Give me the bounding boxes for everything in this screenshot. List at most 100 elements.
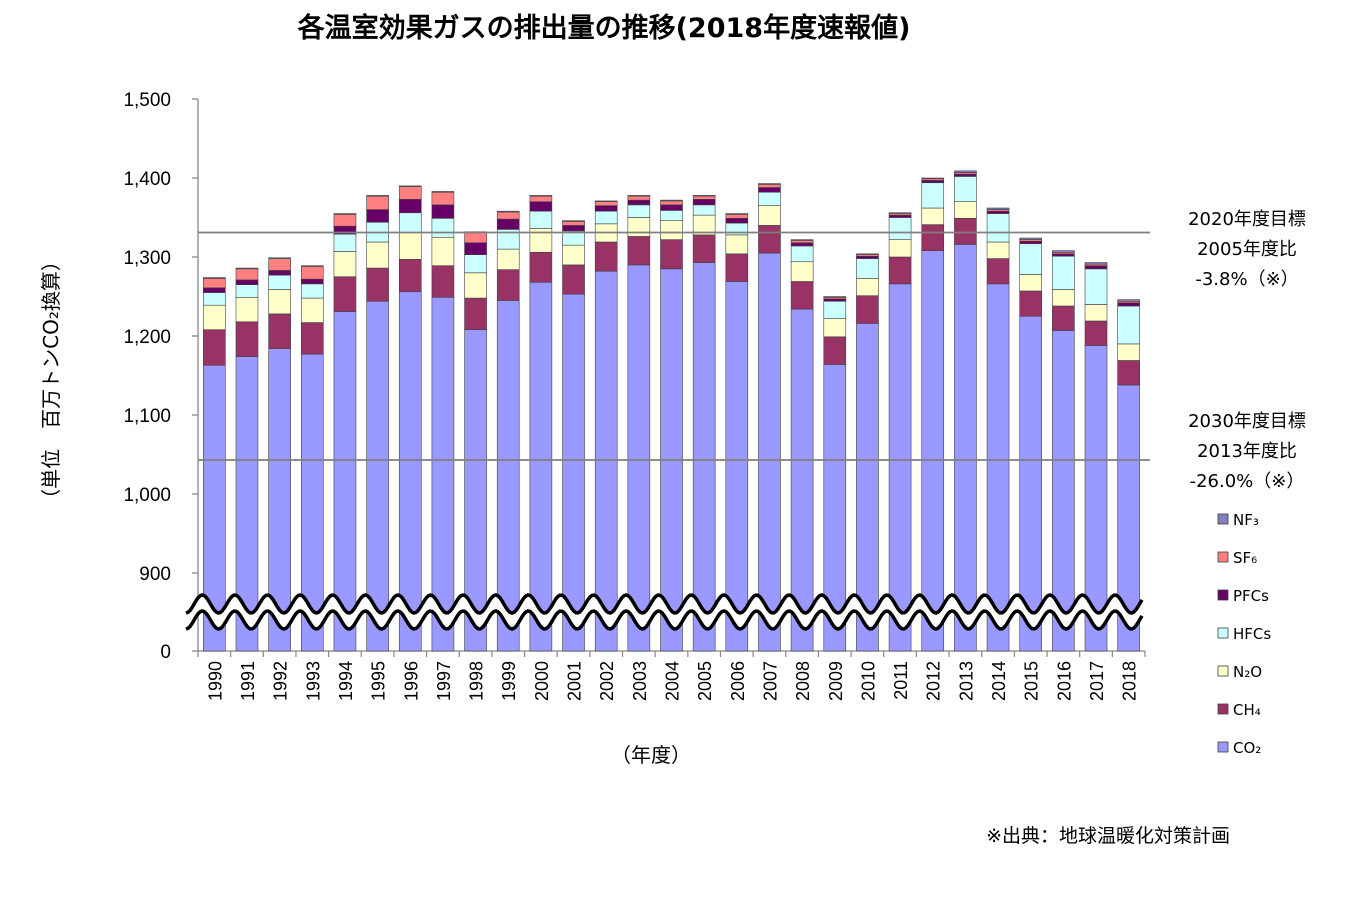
bar-segment-1999-4 — [496, 218, 520, 230]
bar-segment-1995-5 — [366, 195, 389, 210]
bar-segment-2001-1 — [562, 264, 585, 295]
bar-segment-2017-3 — [1084, 268, 1108, 305]
x-tick-label: 2005 — [695, 661, 715, 701]
bar-segment-2018-4 — [1117, 302, 1140, 307]
bar-segment-2009-2 — [823, 318, 847, 338]
legend-swatch — [1217, 741, 1229, 753]
bar-segment-1995-2 — [366, 241, 389, 269]
y-tick-label: 1,200 — [123, 327, 171, 348]
bar-segment-2012-4 — [921, 180, 945, 184]
legend-swatch — [1217, 627, 1229, 639]
bar-segment-1994-6 — [333, 213, 357, 215]
bar-segment-1995-6 — [366, 195, 389, 197]
bar-stack-2016 — [1052, 250, 1075, 652]
bar-segment-2003-3 — [627, 204, 651, 218]
bar-segment-1995-4 — [366, 209, 389, 223]
x-tick-label: 2004 — [663, 661, 683, 701]
bar-segment-2002-5 — [594, 201, 618, 206]
bar-segment-2015-2 — [1019, 274, 1043, 292]
bar-stack-2004 — [660, 199, 683, 652]
y-tick-label: 1,000 — [123, 485, 171, 506]
bar-segment-2012-2 — [921, 207, 945, 225]
bar-segment-2001-2 — [562, 244, 585, 266]
bar-segment-1998-4 — [464, 242, 487, 255]
bar-segment-1999-5 — [496, 211, 520, 220]
bar-segment-2004-3 — [660, 210, 683, 221]
bar-segment-2014-4 — [986, 210, 1010, 214]
bar-segment-1990-2 — [203, 304, 226, 330]
bar-segment-2013-2 — [954, 201, 977, 219]
bar-segment-1997-3 — [431, 217, 455, 238]
bar-segment-1991-5 — [235, 268, 259, 281]
bar-segment-1996-2 — [398, 232, 422, 260]
bar-segment-2017-2 — [1084, 304, 1108, 322]
bar-segment-2006-0 — [725, 281, 749, 652]
bar-segment-1999-1 — [496, 269, 520, 301]
bar-segment-1993-1 — [300, 322, 324, 355]
bar-segment-2014-2 — [986, 241, 1010, 259]
bar-segment-1996-5 — [398, 186, 422, 200]
x-tick-label: 2013 — [956, 661, 976, 701]
x-tick-label: 1993 — [303, 661, 323, 701]
bar-segment-2018-1 — [1117, 360, 1140, 386]
bar-segment-2001-5 — [562, 221, 585, 226]
legend-label: NF₃ — [1233, 511, 1259, 529]
bar-stack-1991 — [235, 267, 259, 652]
legend-swatch — [1217, 589, 1229, 601]
target-lines: 2020年度目標 2005年度比 -3.8%（※） 2030年度目標 2013年度比 -2… — [198, 209, 1306, 492]
x-tick-label: 2014 — [989, 661, 1009, 701]
bar-segment-1997-1 — [431, 265, 455, 298]
break-wave-upper — [185, 593, 1144, 615]
x-tick-label: 2000 — [532, 661, 552, 701]
bar-segment-2016-3 — [1052, 255, 1075, 290]
y-tick-label: 0 — [160, 642, 171, 663]
bar-segment-2012-1 — [921, 224, 945, 251]
bar-stack-1993 — [300, 265, 324, 652]
bar-segment-1997-6 — [431, 191, 455, 193]
x-tick-label: 2015 — [1022, 661, 1042, 701]
bar-segment-1990-6 — [203, 277, 226, 279]
bar-segment-2015-6 — [1019, 237, 1043, 240]
x-tick-label: 1996 — [401, 661, 421, 701]
x-tick-label: 1992 — [271, 661, 291, 701]
bar-segment-2008-6 — [790, 239, 814, 241]
bar-stack-2008 — [790, 239, 814, 652]
bar-segment-1992-4 — [268, 270, 291, 276]
bar-segment-2015-4 — [1019, 240, 1043, 244]
bar-segment-1993-5 — [300, 266, 324, 280]
bar-segment-1995-1 — [366, 267, 389, 302]
bar-segment-2015-3 — [1019, 243, 1043, 275]
break-wave-lower — [185, 609, 1144, 631]
bar-segment-1996-6 — [398, 185, 422, 187]
x-axis-label: （年度） — [611, 743, 691, 767]
bar-segment-1996-1 — [398, 259, 422, 293]
bar-segment-2014-1 — [986, 258, 1010, 285]
bar-segment-2005-4 — [692, 199, 716, 206]
bar-segment-1992-1 — [268, 313, 291, 349]
bar-segment-2004-4 — [660, 204, 683, 211]
bar-segment-2010-3 — [856, 258, 879, 279]
y-axis-label: （単位 百万トンCO₂換算） — [39, 251, 63, 509]
bar-segment-2000-4 — [529, 201, 553, 212]
bar-stack-2000 — [529, 195, 553, 652]
bar-segment-1991-4 — [235, 279, 259, 285]
bar-segment-1993-6 — [300, 265, 324, 267]
bar-segment-2003-4 — [627, 199, 651, 206]
bar-segment-2009-4 — [823, 298, 847, 302]
bar-segment-2011-4 — [888, 214, 912, 218]
bar-segment-1997-5 — [431, 191, 455, 206]
legend-swatch — [1217, 513, 1229, 525]
bar-segment-1994-2 — [333, 251, 357, 278]
bar-stack-2002 — [594, 200, 618, 652]
bar-segment-2011-2 — [888, 239, 912, 258]
bar-segment-2007-1 — [758, 225, 781, 254]
bar-segment-2003-6 — [627, 195, 651, 197]
legend-label: PFCs — [1233, 587, 1269, 605]
bar-segment-1993-2 — [300, 297, 324, 323]
target-label-1: -26.0%（※） — [1190, 471, 1305, 492]
bar-segment-2013-3 — [954, 176, 977, 202]
legend-label: HFCs — [1233, 625, 1271, 643]
bar-segment-1991-1 — [235, 321, 259, 357]
bar-segment-1999-2 — [496, 248, 520, 270]
